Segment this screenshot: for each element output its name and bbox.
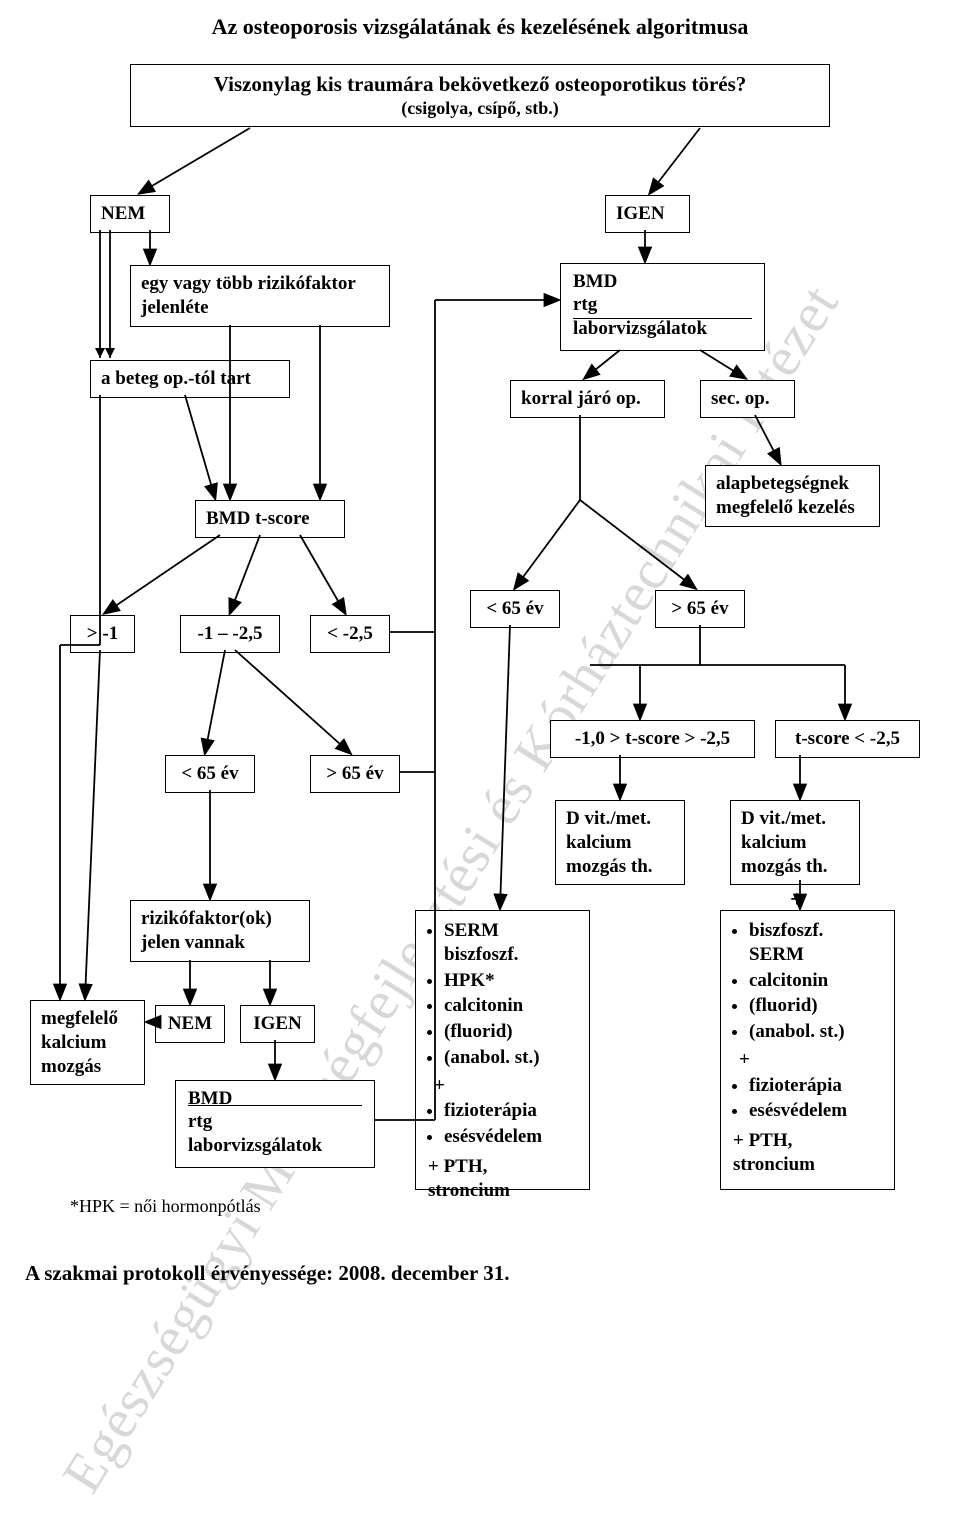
- root-question-box: Viszonylag kis traumára bekövetkező oste…: [130, 64, 830, 127]
- underlying-tx-box: alapbetegségnek megfelelő kezelés: [705, 465, 880, 527]
- pth-line: + PTH, stroncium: [733, 1129, 884, 1177]
- age-gt65-left-box: > 65 év: [310, 755, 400, 793]
- meds-extra-item: esésvédelem: [749, 1099, 884, 1123]
- risk-presence-box: egy vagy több rizikófaktor jelenléte: [130, 265, 390, 327]
- nem2-box: NEM: [155, 1005, 225, 1043]
- bmd-right-bmd: BMD: [573, 270, 752, 294]
- vitd-block-2: D vit./met. kalcium mozgás th.: [730, 800, 860, 885]
- no-branch-label: NEM: [90, 195, 170, 233]
- yes-branch-label: IGEN: [605, 195, 690, 233]
- flowchart-stage: Egészségügyi Minőségfejlesztési és Kórhá…: [0, 0, 960, 1522]
- age-lt65-right-box: < 65 év: [470, 590, 560, 628]
- age-gt65-right-box: > 65 év: [655, 590, 745, 628]
- meds-item: (anabol. st.): [749, 1020, 884, 1044]
- meds-item: SERM biszfoszf.: [444, 919, 579, 967]
- hpk-footnote: *HPK = női hormonpótlás: [70, 1195, 261, 1218]
- plus-separator: +: [739, 1048, 884, 1072]
- bmd-left-lab: laborvizsgálatok: [188, 1134, 362, 1158]
- igen2-box: IGEN: [240, 1005, 315, 1043]
- bmd-left-bmd: BMD: [188, 1087, 362, 1111]
- meds-center-box: SERM biszfoszf.HPK*calcitonin(fluorid)(a…: [415, 910, 590, 1190]
- bmd-right-lab: laborvizsgálatok: [573, 317, 752, 341]
- page-title: Az osteoporosis vizsgálatának és kezelés…: [0, 14, 960, 40]
- secondary-op-box: sec. op.: [700, 380, 795, 418]
- patient-age-fear-box: a beteg op.-tól tart: [90, 360, 290, 398]
- meds-extra-item: esésvédelem: [444, 1125, 579, 1149]
- meds-right-box: biszfoszf. SERMcalcitonin(fluorid)(anabo…: [720, 910, 895, 1190]
- meds-extra-item: fizioterápia: [749, 1074, 884, 1098]
- meds-extra-item: fizioterápia: [444, 1099, 579, 1123]
- meds-item: HPK*: [444, 969, 579, 993]
- bmd-tscore-box: BMD t-score: [195, 500, 345, 538]
- calcium-block: megfelelő kalcium mozgás: [30, 1000, 145, 1085]
- meds-item: (fluorid): [444, 1020, 579, 1044]
- meds-item: (fluorid): [749, 994, 884, 1018]
- watermark-text: Egészségügyi Minőségfejlesztési és Kórhá…: [50, 274, 852, 1504]
- root-question-examples: (csigolya, csípő, stb.): [141, 97, 819, 120]
- meds-item: biszfoszf. SERM: [749, 919, 884, 967]
- tscore-gt-minus1-box: > -1: [70, 615, 135, 653]
- meds-item: calcitonin: [444, 994, 579, 1018]
- bmd-left-rtg: rtg: [188, 1110, 362, 1134]
- age-lt65-left-box: < 65 év: [165, 755, 255, 793]
- tscore-midrange-box: -1,0 > t-score > -2,5: [550, 720, 755, 758]
- bmd-right-box: BMD rtg laborvizsgálatok: [560, 263, 765, 351]
- tscore-low-box: t-score < -2,5: [775, 720, 920, 758]
- meds-item: (anabol. st.): [444, 1046, 579, 1070]
- plus-separator: +: [434, 1074, 579, 1098]
- bmd-right-divider: [573, 318, 752, 319]
- tscore-lt-minus25-box: < -2,5: [310, 615, 390, 653]
- validity-statement: A szakmai protokoll érvényessége: 2008. …: [25, 1260, 510, 1286]
- vitd-block-1: D vit./met. kalcium mozgás th.: [555, 800, 685, 885]
- risk-present-box: rizikófaktor(ok) jelen vannak: [130, 900, 310, 962]
- bmd-right-rtg: rtg: [573, 293, 752, 317]
- pth-line: + PTH, stroncium: [428, 1155, 579, 1203]
- meds-item: calcitonin: [749, 969, 884, 993]
- root-question-text: Viszonylag kis traumára bekövetkező oste…: [141, 71, 819, 97]
- bmd-left-divider: [188, 1105, 362, 1106]
- age-related-op-box: korral járó op.: [510, 380, 665, 418]
- tscore-mid-box: -1 – -2,5: [180, 615, 280, 653]
- bmd-left-box: BMD rtg laborvizsgálatok: [175, 1080, 375, 1168]
